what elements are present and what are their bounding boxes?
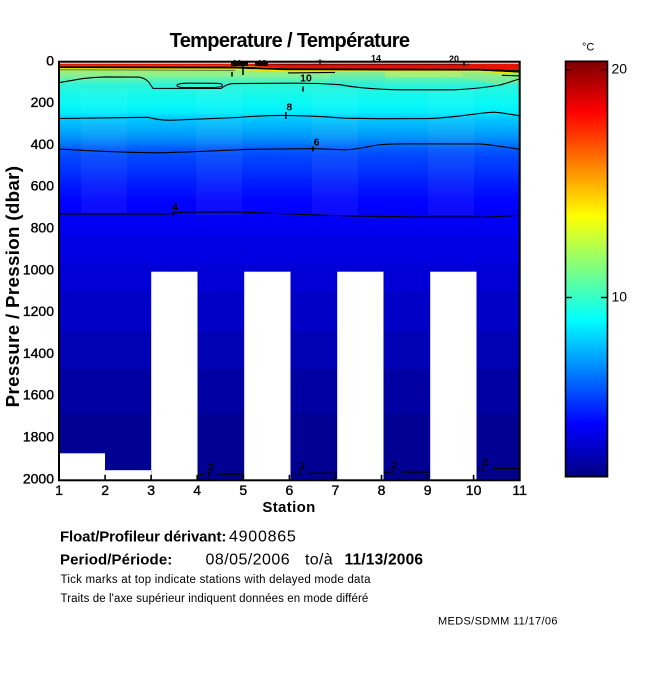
svg-text:200: 200: [31, 94, 55, 110]
svg-text:1600: 1600: [23, 387, 54, 403]
svg-text:2: 2: [482, 457, 488, 469]
svg-text:Traits de l'axe supérieur indi: Traits de l'axe supérieur indiquent donn…: [61, 593, 369, 605]
svg-text:14: 14: [371, 54, 381, 64]
svg-text:6: 6: [314, 136, 320, 148]
svg-text:600: 600: [31, 178, 55, 194]
svg-text:10: 10: [258, 59, 267, 68]
svg-text:20: 20: [612, 61, 628, 77]
svg-text:1400: 1400: [23, 345, 54, 361]
svg-text:5: 5: [239, 482, 247, 498]
svg-text:°C: °C: [582, 42, 594, 54]
svg-text:11: 11: [512, 482, 527, 498]
svg-text:MEDS/SDMM 11/17/06: MEDS/SDMM 11/17/06: [438, 615, 558, 627]
svg-text:10: 10: [612, 288, 628, 304]
svg-text:Station: Station: [262, 499, 315, 516]
svg-text:3: 3: [147, 482, 155, 498]
svg-text:20: 20: [449, 54, 459, 64]
svg-text:2: 2: [391, 460, 397, 472]
svg-text:Float/Profileur dérivant:49008: Float/Profileur dérivant: 4900865: [60, 529, 297, 546]
svg-text:7: 7: [332, 482, 340, 498]
svg-text:8: 8: [286, 101, 292, 113]
svg-text:0: 0: [46, 52, 54, 68]
svg-text:4: 4: [193, 482, 201, 498]
svg-text:4: 4: [172, 202, 178, 214]
svg-text:10: 10: [466, 482, 482, 498]
svg-text:9: 9: [424, 482, 432, 498]
svg-text:1200: 1200: [23, 303, 54, 319]
svg-text:10: 10: [300, 73, 312, 85]
svg-text:1800: 1800: [23, 429, 54, 445]
svg-text:2: 2: [101, 482, 109, 498]
svg-text:Pressure / Pression (dbar): Pressure / Pression (dbar): [2, 166, 23, 408]
svg-text:400: 400: [31, 136, 55, 152]
svg-text:1000: 1000: [23, 261, 54, 277]
svg-text:1: 1: [55, 482, 63, 498]
svg-text:6: 6: [286, 482, 294, 498]
svg-text:2: 2: [299, 461, 305, 473]
svg-text:800: 800: [31, 220, 55, 236]
svg-text:Tick marks at top indicate sta: Tick marks at top indicate stations with…: [61, 574, 372, 586]
svg-text:8: 8: [378, 482, 386, 498]
svg-text:Temperature / Température: Temperature / Température: [170, 30, 410, 52]
svg-text:10: 10: [233, 59, 242, 68]
svg-text:2: 2: [208, 462, 214, 474]
svg-text:2000: 2000: [23, 470, 54, 486]
